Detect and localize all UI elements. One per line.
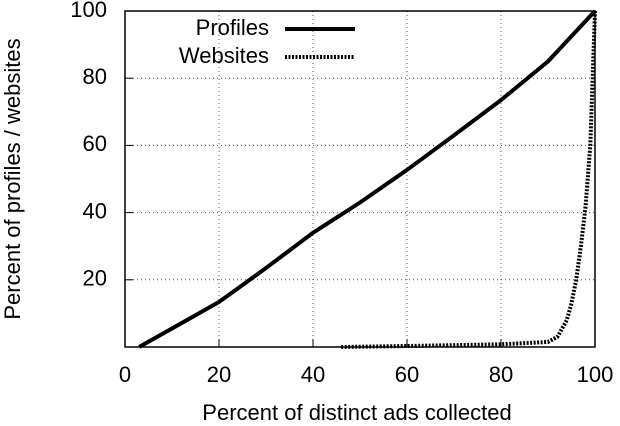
x-tick-label: 60 bbox=[395, 362, 419, 387]
x-tick-label: 40 bbox=[301, 362, 325, 387]
series-line bbox=[341, 10, 597, 349]
y-tick-label: 60 bbox=[83, 131, 107, 156]
series-line bbox=[138, 9, 597, 349]
x-tick-label: 20 bbox=[207, 362, 231, 387]
y-tick-label: 100 bbox=[70, 0, 107, 22]
x-tick-label: 0 bbox=[119, 362, 131, 387]
y-tick-label: 20 bbox=[83, 266, 107, 291]
x-axis-label: Percent of distinct ads collected bbox=[202, 400, 511, 425]
legend-label: Profiles bbox=[196, 15, 269, 40]
legend-label: Websites bbox=[179, 43, 269, 68]
x-tick-label: 100 bbox=[577, 362, 614, 387]
y-tick-label: 80 bbox=[83, 64, 107, 89]
x-tick-label: 80 bbox=[489, 362, 513, 387]
y-tick-label: 40 bbox=[83, 198, 107, 223]
y-axis-label: Percent of profiles / websites bbox=[0, 38, 25, 319]
